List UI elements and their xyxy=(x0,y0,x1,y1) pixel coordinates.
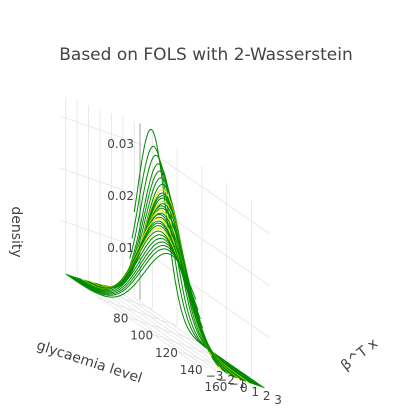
x-tick-label: 120 xyxy=(155,346,178,360)
density-curve[interactable] xyxy=(126,163,258,386)
density-curve[interactable] xyxy=(67,248,199,311)
grid-layer xyxy=(59,97,271,389)
density-curve[interactable] xyxy=(106,203,238,379)
density-curve[interactable] xyxy=(79,230,210,352)
y-tick-label: 0 xyxy=(240,381,248,395)
chart-title: Based on FOLS with 2-Wasserstein xyxy=(59,45,353,65)
density-curve[interactable] xyxy=(129,154,260,387)
y-axis-title: β^T x xyxy=(338,336,381,374)
density-curve[interactable] xyxy=(65,253,197,300)
y-tick-label: −3 xyxy=(206,369,224,383)
x-axis-title: glycaemia level xyxy=(35,338,144,387)
z-tick-label: 0.02 xyxy=(107,189,134,203)
x-tick-label: 100 xyxy=(130,329,153,343)
density-curve[interactable] xyxy=(113,195,244,382)
density-curve[interactable] xyxy=(124,170,256,386)
z-tick-label: 0.03 xyxy=(107,137,134,151)
curve-layer xyxy=(65,128,265,389)
y-tick-label: −1 xyxy=(229,377,247,391)
x-tick-label: 160 xyxy=(205,380,228,394)
grid-line-back-wall xyxy=(139,143,271,235)
x-tick-label: 80 xyxy=(113,312,128,326)
grid-line-floor-beta xyxy=(65,273,196,365)
density-curve[interactable] xyxy=(133,128,265,389)
y-tick-label: 1 xyxy=(251,385,259,399)
grid-line-back-wall xyxy=(139,247,271,339)
z-tick-label: 0.01 xyxy=(107,241,134,255)
density-curve[interactable] xyxy=(131,145,263,388)
z-axis-title: density xyxy=(8,206,24,257)
y-tick-label: 2 xyxy=(263,389,271,403)
y-tick-label: −2 xyxy=(217,373,235,387)
grid-line-floor-beta xyxy=(99,285,231,377)
y-tick-label: 3 xyxy=(274,393,282,407)
density-curve[interactable] xyxy=(76,234,208,345)
x-tick-label: 140 xyxy=(180,363,203,377)
grid-line-back-wall xyxy=(139,195,271,287)
